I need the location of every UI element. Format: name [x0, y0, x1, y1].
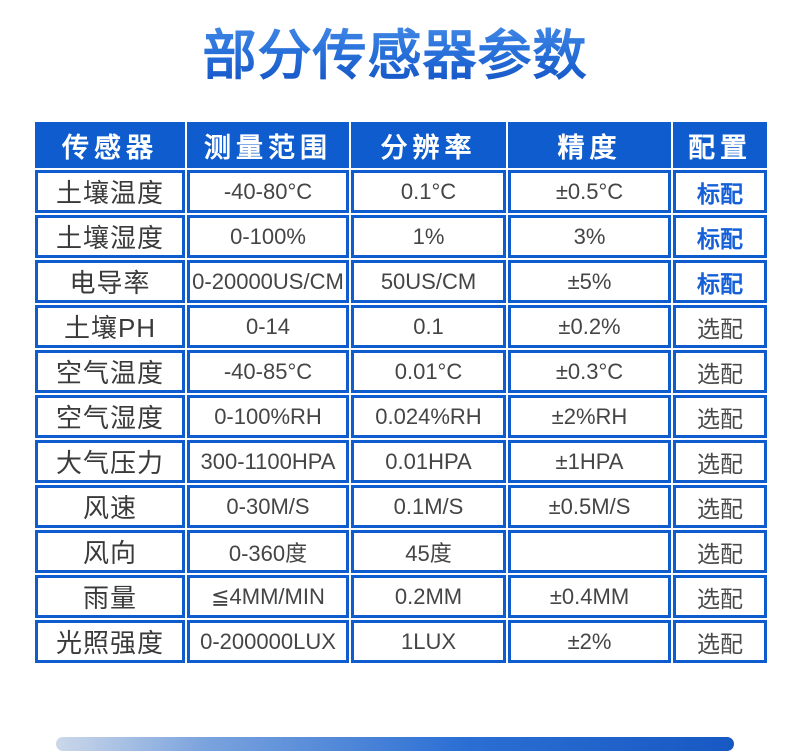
sensor-name-cell: 大气压力: [35, 440, 185, 483]
resolution-cell: 0.024%RH: [351, 395, 506, 438]
header-sensor: 传感器: [35, 122, 185, 168]
accuracy-cell: ±2%: [508, 620, 671, 663]
range-cell: ≦4MM/MIN: [187, 575, 349, 618]
sensor-params-table: 传感器 测量范围 分辨率 精度 配置 土壤温度 -40-80°C 0.1°C ±0.5…: [33, 120, 769, 665]
range-cell: -40-80°C: [187, 170, 349, 213]
sensor-name-cell: 风速: [35, 485, 185, 528]
sensor-name-cell: 电导率: [35, 260, 185, 303]
sensor-name-cell: 风向: [35, 530, 185, 573]
header-range: 测量范围: [187, 122, 349, 168]
range-cell: 0-30M/S: [187, 485, 349, 528]
header-resolution: 分辨率: [351, 122, 506, 168]
sensor-name-cell: 土壤温度: [35, 170, 185, 213]
accuracy-cell: ±0.4MM: [508, 575, 671, 618]
config-cell: 选配: [673, 395, 767, 438]
config-cell: 标配: [673, 260, 767, 303]
accuracy-cell: ±1HPA: [508, 440, 671, 483]
table-row: 大气压力 300-1100HPA 0.01HPA ±1HPA 选配: [35, 440, 767, 483]
sensor-name-cell: 土壤湿度: [35, 215, 185, 258]
sensor-name-cell: 雨量: [35, 575, 185, 618]
accuracy-cell: ±2%RH: [508, 395, 671, 438]
config-cell: 选配: [673, 485, 767, 528]
resolution-cell: 0.1M/S: [351, 485, 506, 528]
accuracy-cell: ±0.3°C: [508, 350, 671, 393]
table-row: 空气温度 -40-85°C 0.01°C ±0.3°C 选配: [35, 350, 767, 393]
range-cell: 0-200000LUX: [187, 620, 349, 663]
accuracy-cell: ±0.5°C: [508, 170, 671, 213]
config-cell: 选配: [673, 620, 767, 663]
accuracy-cell: 3%: [508, 215, 671, 258]
config-cell: 标配: [673, 170, 767, 213]
sensor-name-cell: 光照强度: [35, 620, 185, 663]
header-accuracy: 精度: [508, 122, 671, 168]
resolution-cell: 0.01HPA: [351, 440, 506, 483]
range-cell: 0-360度: [187, 530, 349, 573]
accuracy-cell: ±0.2%: [508, 305, 671, 348]
config-cell: 选配: [673, 305, 767, 348]
page-title: 部分传感器参数: [0, 18, 790, 94]
table-row: 土壤PH 0-14 0.1 ±0.2% 选配: [35, 305, 767, 348]
range-cell: 0-100%RH: [187, 395, 349, 438]
range-cell: 0-14: [187, 305, 349, 348]
range-cell: -40-85°C: [187, 350, 349, 393]
resolution-cell: 0.01°C: [351, 350, 506, 393]
decorative-bottom-bar: [56, 737, 734, 751]
sensor-name-cell: 空气湿度: [35, 395, 185, 438]
table-row: 土壤湿度 0-100% 1% 3% 标配: [35, 215, 767, 258]
table-row: 风速 0-30M/S 0.1M/S ±0.5M/S 选配: [35, 485, 767, 528]
sensor-name-cell: 土壤PH: [35, 305, 185, 348]
table-row: 空气湿度 0-100%RH 0.024%RH ±2%RH 选配: [35, 395, 767, 438]
accuracy-cell: ±5%: [508, 260, 671, 303]
resolution-cell: 0.1°C: [351, 170, 506, 213]
config-cell: 选配: [673, 440, 767, 483]
table-row: 电导率 0-20000US/CM 50US/CM ±5% 标配: [35, 260, 767, 303]
table-row: 风向 0-360度 45度 选配: [35, 530, 767, 573]
table-row: 光照强度 0-200000LUX 1LUX ±2% 选配: [35, 620, 767, 663]
accuracy-cell: [508, 530, 671, 573]
sensor-name-cell: 空气温度: [35, 350, 185, 393]
resolution-cell: 1LUX: [351, 620, 506, 663]
table-header-row: 传感器 测量范围 分辨率 精度 配置: [35, 122, 767, 168]
config-cell: 选配: [673, 530, 767, 573]
resolution-cell: 45度: [351, 530, 506, 573]
resolution-cell: 0.2MM: [351, 575, 506, 618]
config-cell: 选配: [673, 350, 767, 393]
config-cell: 标配: [673, 215, 767, 258]
resolution-cell: 0.1: [351, 305, 506, 348]
header-config: 配置: [673, 122, 767, 168]
resolution-cell: 50US/CM: [351, 260, 506, 303]
range-cell: 0-20000US/CM: [187, 260, 349, 303]
range-cell: 0-100%: [187, 215, 349, 258]
table-row: 土壤温度 -40-80°C 0.1°C ±0.5°C 标配: [35, 170, 767, 213]
resolution-cell: 1%: [351, 215, 506, 258]
table-row: 雨量 ≦4MM/MIN 0.2MM ±0.4MM 选配: [35, 575, 767, 618]
config-cell: 选配: [673, 575, 767, 618]
accuracy-cell: ±0.5M/S: [508, 485, 671, 528]
range-cell: 300-1100HPA: [187, 440, 349, 483]
